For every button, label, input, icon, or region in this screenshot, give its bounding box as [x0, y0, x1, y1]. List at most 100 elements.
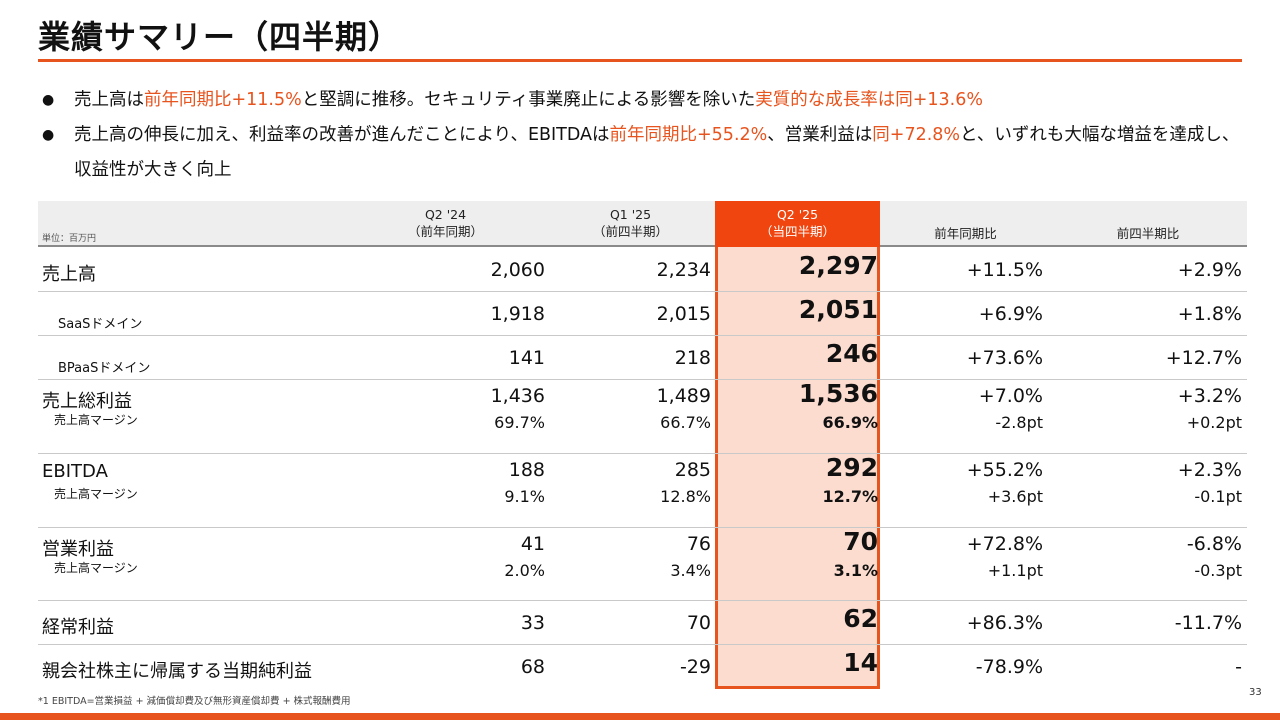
- table-cell: -78.9%: [975, 656, 1043, 678]
- table-cell: 70: [843, 527, 878, 556]
- bullet-segment: 売上高は: [74, 90, 144, 110]
- row-divider: [38, 527, 1247, 528]
- row-label: 経常利益: [42, 617, 114, 638]
- table-cell: -29: [679, 656, 711, 678]
- table-cell: +12.7%: [1165, 347, 1242, 369]
- header-label: 前四半期比: [1116, 226, 1180, 241]
- bullet-segment: と堅調に推移。セキュリティ事業廃止による影響を除いた: [301, 90, 756, 110]
- row-divider: [38, 600, 1247, 601]
- table-cell: +3.2%: [1177, 385, 1242, 407]
- table-cell: +72.8%: [966, 533, 1043, 555]
- header-qoq: 前四半期比: [1068, 201, 1228, 247]
- bullet-segment: 、営業利益は: [767, 125, 873, 145]
- table-cell: +2.3%: [1177, 459, 1242, 481]
- table-row: 売上高マージン 9.1% 12.8% 12.7% +3.6pt -0.1pt: [38, 483, 1247, 527]
- table-cell: 9.1%: [504, 487, 545, 506]
- row-label: 売上総利益: [42, 391, 132, 412]
- header-period: Q2 '25: [776, 207, 819, 222]
- bullet-item-2: ● 売上高の伸長に加え、利益率の改善が進んだことにより、EBITDAは前年同期比…: [42, 118, 1242, 188]
- table-cell: -2.8pt: [995, 413, 1043, 432]
- bullet-dot-icon: ●: [42, 92, 55, 108]
- table-cell: 2,234: [656, 259, 711, 281]
- table-cell: 2,015: [656, 303, 711, 325]
- table-cell: +1.1pt: [987, 561, 1043, 580]
- table-cell: 3.4%: [670, 561, 711, 580]
- footnote: *1 EBITDA=営業損益 + 減価償却費及び無形資産償却費 + 株式報酬費用: [38, 696, 351, 707]
- table-cell: 292: [825, 453, 878, 482]
- table-cell: 70: [686, 612, 711, 634]
- table-cell: 2.0%: [504, 561, 545, 580]
- table-cell: 69.7%: [494, 413, 545, 432]
- table-cell: 1,536: [798, 379, 878, 408]
- table-cell: -6.8%: [1186, 533, 1242, 555]
- table-cell: 1,489: [656, 385, 711, 407]
- table-cell: 3.1%: [833, 561, 878, 580]
- table-cell: 188: [508, 459, 545, 481]
- table-cell: 1,436: [490, 385, 545, 407]
- row-divider: [38, 379, 1247, 380]
- bullet-highlight: 前年同期比+55.2%: [609, 125, 768, 145]
- table-cell: +0.2pt: [1186, 413, 1242, 432]
- header-yoy: 前年同期比: [888, 201, 1043, 247]
- table-cell: 12.7%: [822, 487, 878, 506]
- table-cell: -11.7%: [1174, 612, 1242, 634]
- header-period-note: （前年同期）: [407, 224, 483, 239]
- table-cell: +55.2%: [966, 459, 1043, 481]
- table-cell: 246: [825, 339, 878, 368]
- title-underline: [38, 59, 1242, 62]
- financial-summary-table: 単位：百万円 Q2 '24 （前年同期） Q1 '25 （前四半期） Q2 '2…: [38, 201, 1247, 689]
- table-cell: 66.7%: [660, 413, 711, 432]
- bullet-text-1: 売上高は前年同期比+11.5%と堅調に推移。セキュリティ事業廃止による影響を除い…: [74, 90, 983, 110]
- header-period: Q1 '25: [609, 207, 652, 222]
- row-label: 売上高: [42, 264, 96, 285]
- table-cell: -: [1235, 656, 1242, 678]
- table-cell: 218: [674, 347, 711, 369]
- current-quarter-highlight: [715, 247, 880, 689]
- table-cell: 76: [686, 533, 711, 555]
- table-row: 売上高マージン 69.7% 66.7% 66.9% -2.8pt +0.2pt: [38, 409, 1247, 453]
- bullet-segment: 売上高の伸長に加え、利益率の改善が進んだことにより、EBITDAは: [74, 125, 610, 145]
- table-cell: 285: [674, 459, 711, 481]
- header-q2-24: Q2 '24 （前年同期）: [368, 201, 523, 247]
- table-cell: 41: [520, 533, 545, 555]
- table-cell: 2,060: [490, 259, 545, 281]
- bottom-accent-bar: [0, 713, 1280, 720]
- row-divider: [38, 644, 1247, 645]
- table-cell: 2,051: [798, 295, 878, 324]
- table-row: EBITDA 188 285 292 +55.2% +2.3%: [38, 453, 1247, 483]
- table-cell: 33: [520, 612, 545, 634]
- table-cell: 14: [843, 648, 878, 677]
- header-period-note: （当四半期）: [759, 224, 835, 239]
- table-cell: -0.1pt: [1194, 487, 1242, 506]
- table-cell: 1,918: [490, 303, 545, 325]
- page-title: 業績サマリー（四半期）: [38, 18, 402, 56]
- table-cell: +3.6pt: [987, 487, 1043, 506]
- table-row: 経常利益 33 70 62 +86.3% -11.7%: [38, 600, 1247, 644]
- header-q2-25-current: Q2 '25 （当四半期）: [715, 201, 880, 247]
- table-row: 売上高 2,060 2,234 2,297 +11.5% +2.9%: [38, 247, 1247, 291]
- bullet-highlight: 同+72.8%: [872, 125, 961, 145]
- table-row: 売上総利益 1,436 1,489 1,536 +7.0% +3.2%: [38, 379, 1247, 412]
- header-period: Q2 '24: [424, 207, 467, 222]
- table-cell: 68: [520, 656, 545, 678]
- row-label: 売上高マージン: [54, 487, 138, 501]
- table-cell: +1.8%: [1177, 303, 1242, 325]
- table-cell: 62: [843, 604, 878, 633]
- row-label: 親会社株主に帰属する当期純利益: [42, 661, 312, 682]
- row-divider: [38, 291, 1247, 292]
- row-label: SaaSドメイン: [58, 317, 143, 332]
- header-q1-25: Q1 '25 （前四半期）: [548, 201, 713, 247]
- summary-bullets: ● 売上高は前年同期比+11.5%と堅調に推移。セキュリティ事業廃止による影響を…: [42, 83, 1242, 188]
- table-cell: +86.3%: [966, 612, 1043, 634]
- row-label: BPaaSドメイン: [58, 361, 151, 376]
- row-divider: [38, 335, 1247, 336]
- header-period-note: （前四半期）: [592, 224, 668, 239]
- bullet-highlight: 実質的な成長率は同+13.6%: [755, 90, 983, 110]
- row-label: 売上高マージン: [54, 561, 138, 575]
- header-label: 前年同期比: [934, 226, 997, 241]
- table-cell: 12.8%: [660, 487, 711, 506]
- row-label: EBITDA: [42, 461, 108, 482]
- row-divider: [38, 453, 1247, 454]
- table-cell: +73.6%: [966, 347, 1043, 369]
- table-cell: -0.3pt: [1194, 561, 1242, 580]
